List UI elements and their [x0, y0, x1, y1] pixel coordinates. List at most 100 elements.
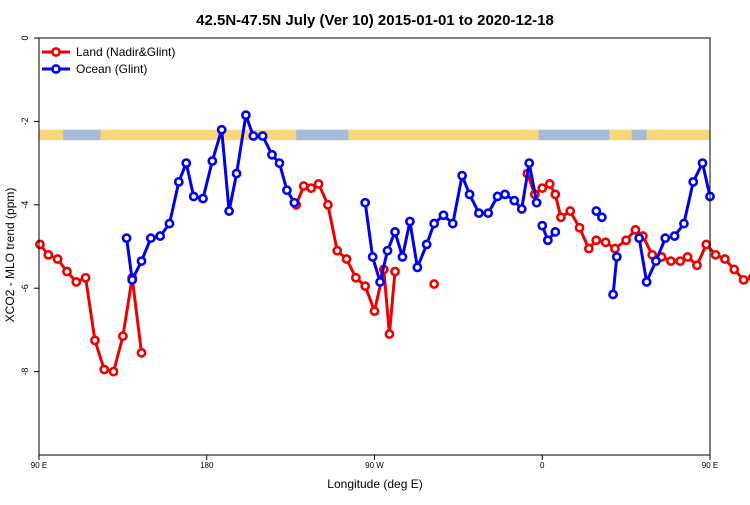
x-tick-label-0: 90 E [31, 461, 47, 470]
series-0-point-46 [665, 256, 676, 266]
series-1-point-18 [274, 158, 285, 168]
series-1-point-31 [429, 218, 440, 229]
series-0-point-1 [43, 249, 54, 260]
series-1-point-17 [267, 149, 277, 160]
legend-label-0: Land (Nadir&Glint) [76, 45, 175, 59]
series-0-point-8 [108, 366, 119, 377]
series-1-point-59 [669, 231, 680, 241]
series-1-point-3 [145, 233, 156, 244]
series-0-point-41 [621, 235, 632, 246]
series-0-point-14 [298, 181, 309, 191]
series-1-point-40 [509, 195, 520, 206]
series-1-point-32 [438, 210, 449, 221]
series-0-point-11 [136, 347, 147, 358]
series-1-line-1 [363, 161, 539, 284]
series-1-point-12 [224, 206, 235, 216]
series-0-point-32 [544, 179, 555, 189]
series-1-point-62 [697, 158, 708, 168]
series-1-point-15 [248, 131, 259, 141]
x-tick-label-2: 90 W [365, 461, 384, 470]
y-tick-label-2: -4 [20, 201, 30, 209]
strip-sea-2 [538, 129, 610, 141]
series-1-point-55 [634, 233, 645, 244]
series-1-point-5 [164, 218, 175, 229]
x-tick-label-3: 0 [540, 461, 545, 470]
series-0-line-0 [38, 243, 143, 374]
series-1-point-10 [207, 156, 218, 166]
series-1-point-0 [121, 233, 132, 244]
series-1-point-41 [516, 204, 527, 214]
series-0-point-54 [738, 274, 749, 285]
series-0-point-39 [600, 237, 611, 248]
series-0-point-36 [574, 222, 585, 233]
series-1-point-49 [591, 206, 602, 216]
x-axis-label: Longitude (deg E) [327, 477, 422, 491]
series-0-point-53 [729, 264, 740, 275]
series-1-point-2 [136, 256, 147, 266]
series-1-point-36 [473, 208, 484, 219]
series-1-point-7 [181, 158, 192, 168]
series-1-point-47 [550, 227, 561, 237]
series-1-point-57 [651, 256, 661, 266]
series-0-point-2 [52, 254, 63, 264]
strip-sea-0 [63, 129, 101, 141]
series-0-point-16 [313, 179, 324, 189]
series-1-point-26 [390, 227, 400, 237]
legend: Land (Nadir&Glint) Ocean (Glint) [42, 45, 175, 76]
series-1-point-42 [524, 158, 535, 168]
series-0-point-15 [306, 183, 317, 194]
series-1-point-16 [257, 131, 268, 141]
series-0-point-0 [35, 239, 45, 250]
axes-layer: 0 -2 -4 -6 -8 90 E 180 90 W 0 90 E [20, 35, 718, 470]
series-0-point-3 [62, 266, 72, 277]
series-1 [121, 110, 715, 300]
series-0-point-51 [710, 249, 721, 260]
series-1-point-43 [531, 197, 542, 208]
series-0-point-27 [429, 279, 440, 289]
series-1-point-53 [611, 252, 622, 262]
series-0-point-18 [332, 245, 343, 256]
series-0-point-40 [610, 243, 620, 254]
x-tick-label-1: 180 [200, 461, 214, 470]
strip-sea-1 [296, 129, 349, 141]
series-0-point-25 [390, 266, 400, 277]
series-1-point-4 [155, 231, 166, 241]
y-tick-label-3: -6 [20, 284, 30, 292]
series-1-point-13 [231, 168, 242, 179]
series-1-point-35 [464, 189, 475, 200]
series-1-point-61 [688, 176, 699, 187]
series-0-point-21 [360, 281, 371, 292]
series-1-point-33 [447, 218, 458, 229]
series-1-point-58 [660, 233, 671, 244]
series-1-point-19 [281, 185, 292, 196]
series-0-point-47 [675, 256, 686, 266]
series-1-point-14 [240, 110, 251, 121]
strip-land [39, 129, 710, 141]
series-0 [35, 168, 750, 377]
series-1-point-1 [127, 274, 138, 285]
series-1-point-46 [542, 235, 553, 246]
series-1-point-27 [397, 252, 408, 262]
series-1-point-25 [382, 245, 393, 256]
series-1-point-20 [289, 197, 300, 208]
series-1-point-52 [608, 289, 618, 300]
legend-swatch-point-0 [51, 47, 61, 57]
y-tick-label-0: 0 [20, 35, 30, 40]
series-1-point-22 [360, 197, 371, 208]
series-1-point-8 [188, 191, 199, 202]
series-1-point-38 [492, 191, 503, 202]
y-axis-label: XCO2 - MLO trend (ppm) [3, 188, 17, 323]
series-0-point-22 [369, 306, 380, 317]
series-1-point-11 [216, 124, 227, 135]
series-0-point-6 [90, 335, 100, 346]
legend-label-1: Ocean (Glint) [76, 62, 147, 76]
series-1-point-37 [483, 208, 494, 219]
series-1-point-6 [173, 176, 184, 187]
series-0-point-34 [555, 212, 566, 223]
strip-sea-3 [631, 129, 647, 141]
series-0-point-33 [550, 189, 561, 200]
series-1-point-29 [412, 262, 423, 273]
series-1-point-34 [457, 170, 468, 181]
